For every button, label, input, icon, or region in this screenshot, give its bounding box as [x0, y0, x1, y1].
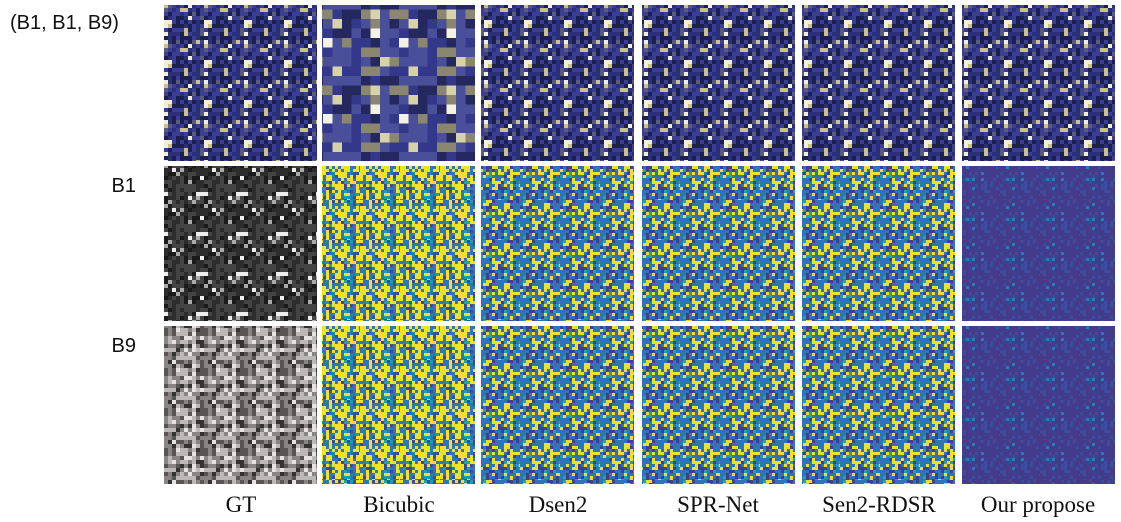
image-tile	[481, 5, 634, 161]
column-label: Our propose	[981, 492, 1095, 517]
image-tile	[164, 166, 317, 321]
image-tile	[322, 326, 475, 484]
column-label: Dsen2	[529, 492, 588, 517]
image-tile	[481, 326, 634, 484]
image-tile	[164, 326, 317, 484]
column-label: Sen2-RDSR	[822, 492, 936, 517]
image-tile	[642, 5, 795, 161]
image-tile	[481, 166, 634, 321]
image-grid	[164, 5, 1115, 484]
image-tile	[802, 166, 955, 321]
row-label: B9	[112, 335, 136, 357]
image-tile	[642, 326, 795, 484]
image-tile	[962, 166, 1115, 321]
image-tile	[322, 166, 475, 321]
image-tile	[802, 326, 955, 484]
image-tile	[962, 5, 1115, 161]
column-label: SPR-Net	[677, 492, 759, 517]
image-tile	[962, 326, 1115, 484]
image-tile	[802, 5, 955, 161]
column-label: GT	[226, 492, 257, 517]
image-tile	[322, 5, 475, 161]
row-label: (B1, B1, B9)	[10, 12, 119, 34]
column-label: Bicubic	[363, 492, 435, 517]
row-label: B1	[112, 175, 136, 197]
image-tile	[642, 166, 795, 321]
image-tile	[164, 5, 317, 161]
